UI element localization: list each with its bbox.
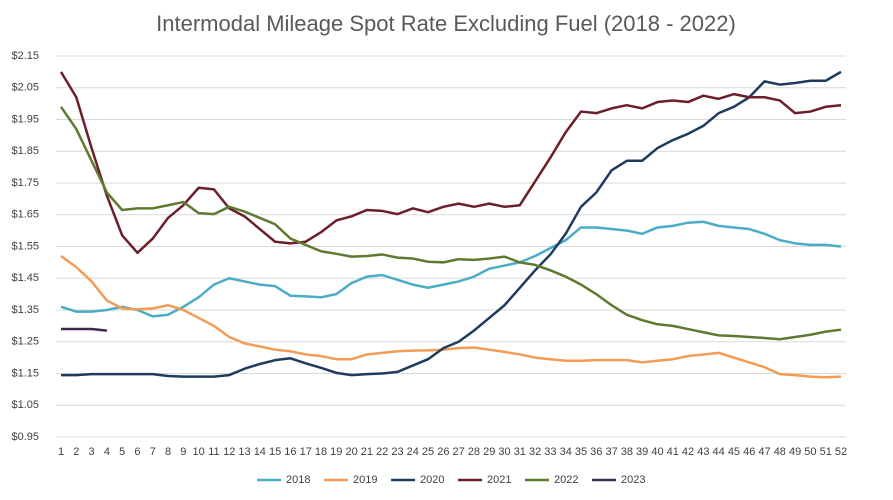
x-tick-label: 1	[58, 446, 64, 458]
x-tick-label: 27	[453, 446, 465, 458]
x-tick-label: 17	[300, 446, 312, 458]
x-tick-label: 5	[119, 446, 125, 458]
y-tick-label: $1.45	[11, 272, 39, 284]
x-tick-label: 35	[575, 446, 587, 458]
legend-label: 2023	[621, 474, 645, 486]
x-tick-label: 25	[422, 446, 434, 458]
x-tick-label: 33	[544, 446, 556, 458]
y-tick-label: $1.65	[11, 209, 39, 221]
x-tick-label: 39	[636, 446, 648, 458]
x-tick-label: 24	[407, 446, 419, 458]
y-tick-label: $1.35	[11, 304, 39, 316]
y-tick-label: $2.15	[11, 50, 39, 62]
series-line	[59, 106, 842, 341]
x-tick-label: 28	[468, 446, 480, 458]
x-tick-label: 20	[345, 446, 357, 458]
x-tick-label: 9	[180, 446, 186, 458]
x-tick-label: 18	[315, 446, 327, 458]
x-tick-label: 45	[728, 446, 740, 458]
x-tick-label: 46	[743, 446, 755, 458]
x-tick-label: 23	[391, 446, 403, 458]
x-tick-label: 30	[498, 446, 510, 458]
y-tick-label: $1.95	[11, 113, 39, 125]
y-tick-label: $1.75	[11, 177, 39, 189]
x-tick-label: 41	[667, 446, 679, 458]
x-tick-label: 21	[361, 446, 373, 458]
y-tick-label: $1.05	[11, 399, 39, 411]
x-tick-label: 43	[697, 446, 709, 458]
y-tick-label: $1.85	[11, 145, 39, 157]
x-tick-label: 42	[682, 446, 694, 458]
chart-title: Intermodal Mileage Spot Rate Excluding F…	[156, 11, 736, 36]
series-line	[61, 70, 842, 378]
x-tick-label: 37	[605, 446, 617, 458]
y-tick-label: $1.55	[11, 240, 39, 252]
x-tick-label: 14	[254, 446, 266, 458]
x-tick-label: 26	[437, 446, 449, 458]
legend-label: 2019	[353, 474, 377, 486]
x-tick-label: 47	[758, 446, 770, 458]
x-tick-label: 49	[789, 446, 801, 458]
x-tick-label: 40	[651, 446, 663, 458]
x-tick-label: 8	[165, 446, 171, 458]
x-tick-label: 31	[514, 446, 526, 458]
x-tick-label: 50	[804, 446, 816, 458]
x-tick-label: 19	[330, 446, 342, 458]
x-tick-label: 3	[89, 446, 95, 458]
x-tick-label: 7	[150, 446, 156, 458]
legend-label: 2018	[286, 474, 310, 486]
x-tick-label: 32	[529, 446, 541, 458]
x-tick-label: 29	[483, 446, 495, 458]
y-tick-label: $2.05	[11, 82, 39, 94]
x-tick-label: 48	[774, 446, 786, 458]
x-tick-label: 16	[284, 446, 296, 458]
x-tick-label: 2	[73, 446, 79, 458]
x-tick-label: 13	[238, 446, 250, 458]
legend-label: 2020	[420, 474, 444, 486]
series-line	[60, 220, 842, 318]
series-line	[59, 71, 842, 255]
x-tick-label: 22	[376, 446, 388, 458]
x-tick-label: 10	[193, 446, 205, 458]
series-line	[61, 327, 108, 332]
x-tick-label: 4	[104, 446, 110, 458]
x-tick-label: 12	[223, 446, 235, 458]
x-tick-label: 6	[134, 446, 140, 458]
y-tick-label: $1.15	[11, 367, 39, 379]
legend-label: 2022	[554, 474, 578, 486]
x-tick-label: 15	[269, 446, 281, 458]
x-tick-label: 38	[621, 446, 633, 458]
y-tick-label: $1.25	[11, 336, 39, 348]
x-tick-label: 51	[820, 446, 832, 458]
y-tick-label: $0.95	[11, 431, 39, 443]
x-tick-label: 44	[713, 446, 725, 458]
x-tick-label: 52	[835, 446, 847, 458]
x-tick-label: 34	[560, 446, 572, 458]
legend-label: 2021	[487, 474, 511, 486]
x-tick-label: 36	[590, 446, 602, 458]
series-line	[60, 255, 842, 379]
x-tick-label: 11	[208, 446, 219, 458]
